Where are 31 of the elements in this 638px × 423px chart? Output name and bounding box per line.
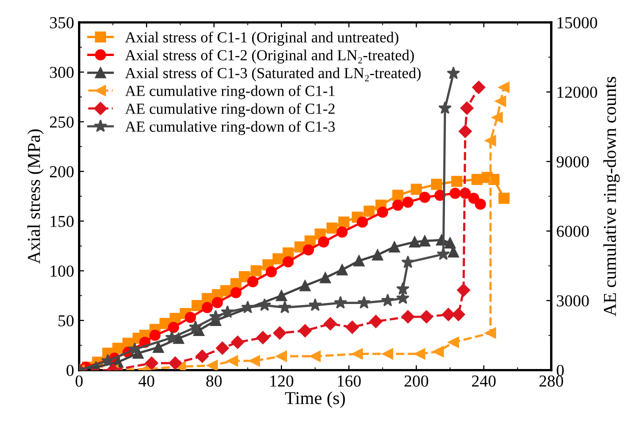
x-tick-label: 80 <box>206 375 222 387</box>
y2-tick-label: 3000 <box>556 295 589 307</box>
legend-label: AE cumulative ring-down of C1-1 <box>125 85 334 100</box>
x-tick-label: 40 <box>138 375 154 387</box>
legend-label: Axial stress of C1-2 (Original and LN₂-treated) <box>125 49 414 64</box>
legend-label: AE cumulative ring-down of C1-3 <box>125 120 335 135</box>
y2-tick-label: 12000 <box>558 86 598 98</box>
y-tick-label: 150 <box>50 216 74 228</box>
x-tick-label: 200 <box>404 375 428 387</box>
y-axis-title: Axial stress (MPa) <box>27 129 44 264</box>
y2-tick-label: 9000 <box>556 156 589 168</box>
y2-tick-label: 0 <box>556 364 564 376</box>
legend-label: Axial stress of C1-1 (Original and untreated) <box>125 32 398 46</box>
legend-label: AE cumulative ring-down of C1-2 <box>125 103 335 118</box>
x-tick-label: 120 <box>270 375 294 387</box>
x-tick-label: 0 <box>76 375 83 387</box>
y-tick-label: 0 <box>66 364 74 376</box>
x-tick-label: 280 <box>539 375 564 387</box>
x-tick-label: 160 <box>338 375 361 387</box>
y-tick-label: 300 <box>50 66 74 78</box>
y2-tick-label: 6000 <box>556 226 589 237</box>
y-tick-label: 250 <box>50 116 74 128</box>
y-tick-label: 50 <box>58 315 74 326</box>
y2-axis-title: AE cumulative ring-down counts <box>603 76 620 316</box>
y2-tick-label: 15000 <box>558 17 598 28</box>
x-axis-title: Time (s) <box>284 391 345 408</box>
y-tick-label: 100 <box>50 265 74 277</box>
legend-label: Axial stress of C1-3 (Saturated and LN₂-treated) <box>125 67 421 82</box>
x-tick-label: 240 <box>472 375 496 387</box>
y-tick-label: 200 <box>50 166 74 178</box>
y-tick-label: 350 <box>50 17 74 28</box>
